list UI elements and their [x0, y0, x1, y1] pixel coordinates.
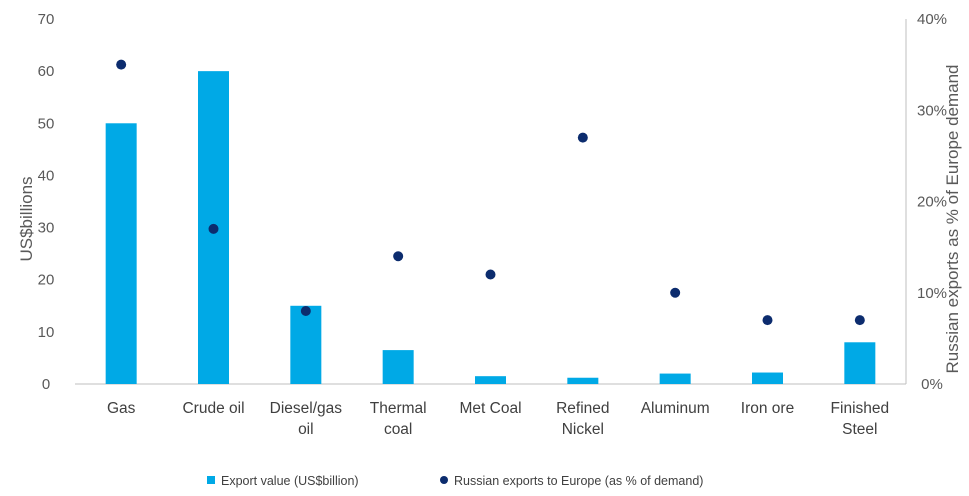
data-point: [208, 223, 219, 234]
legend: Export value (US$billion) Russian export…: [207, 474, 703, 488]
legend-bar-swatch: [207, 476, 215, 484]
x-category-label-line: Aluminum: [641, 400, 710, 417]
data-point: [762, 315, 773, 326]
x-category-label-line: Iron ore: [741, 400, 794, 417]
y2-tick-label: 0%: [921, 376, 943, 393]
bar: [752, 372, 783, 384]
data-point: [670, 287, 681, 298]
x-category-label-line: Diesel/gas: [270, 400, 343, 417]
data-point: [577, 132, 588, 143]
x-category-label: Diesel/gas oil: [270, 400, 343, 438]
y2-axis-title: Russian exports as % of Europe demand: [943, 64, 962, 373]
bar: [475, 376, 506, 384]
data-point: [300, 306, 311, 316]
y-tick-label: 70: [38, 11, 55, 28]
legend-dot-swatch: [440, 476, 448, 484]
y-tick-label: 30: [38, 220, 55, 237]
data-point: [854, 315, 865, 326]
bar: [844, 342, 876, 384]
legend-bar-label: Export value (US$billion): [221, 474, 359, 488]
y-tick-label: 60: [38, 63, 55, 80]
bars-layer: [105, 71, 876, 385]
x-category-label-line: Gas: [107, 400, 136, 417]
y2-tick-label: 40%: [917, 11, 947, 28]
x-category-label: Aluminum: [641, 400, 710, 417]
x-category-label: Finished Steel: [831, 400, 890, 438]
bar: [290, 305, 322, 384]
bar: [382, 350, 414, 384]
x-category-label: Met Coal: [459, 400, 521, 417]
legend-dot-label: Russian exports to Europe (as % of deman…: [454, 474, 703, 488]
x-category-label-line: Refined: [556, 400, 609, 417]
y-axis-title: US$billions: [17, 176, 36, 261]
y-tick-label: 0: [42, 376, 50, 393]
x-category-label-line: Crude oil: [182, 400, 244, 417]
x-category-label: Iron ore: [741, 400, 794, 417]
x-category-label-line: coal: [384, 421, 412, 438]
y2-tick-label: 10%: [917, 285, 947, 302]
x-category-label-line: Met Coal: [459, 400, 521, 417]
x-category-label-line: Thermal: [370, 400, 427, 417]
dots-layer: [116, 59, 865, 326]
y-tick-label: 40: [38, 167, 55, 184]
labels-layer: 0 10 20 30 40 50 60 70 0% 10% 20% 30% 40% Gas Crude oi…: [38, 11, 947, 438]
bar: [105, 123, 137, 385]
y-tick-label: 50: [38, 115, 55, 132]
bar: [659, 373, 691, 384]
data-point: [393, 251, 404, 262]
data-point: [485, 269, 496, 280]
x-category-label: Crude oil: [182, 400, 244, 417]
y2-tick-label: 20%: [917, 194, 947, 211]
y-tick-label: 20: [38, 272, 55, 289]
bar: [567, 377, 599, 384]
x-category-label-line: Nickel: [562, 421, 604, 438]
x-category-label: Gas: [107, 400, 136, 417]
x-category-label-line: Finished: [831, 400, 890, 417]
x-category-label-line: Steel: [842, 421, 877, 438]
data-point: [116, 59, 127, 70]
y2-tick-label: 30%: [917, 102, 947, 119]
x-category-label-line: oil: [298, 421, 314, 438]
x-category-label: Thermal coal: [370, 400, 427, 438]
x-category-label: Refined Nickel: [556, 400, 609, 438]
y-tick-label: 10: [38, 324, 55, 341]
